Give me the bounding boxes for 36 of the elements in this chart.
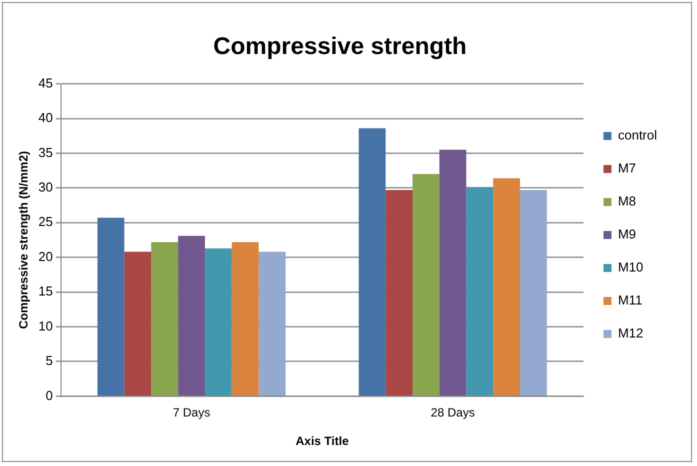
bar <box>386 190 413 396</box>
bar <box>520 190 547 396</box>
y-tick-label: 45 <box>38 75 53 90</box>
chart-title: Compressive strength <box>213 33 467 60</box>
bar <box>124 252 152 396</box>
x-tick-label: 28 Days <box>430 406 475 420</box>
y-tick-label: 35 <box>38 144 53 160</box>
y-tick-label: 15 <box>38 284 53 299</box>
legend-label: M9 <box>618 226 636 242</box>
y-tick-label: 25 <box>38 214 53 230</box>
y-tick-label: 40 <box>38 110 53 126</box>
legend-label: control <box>618 128 658 143</box>
y-tick-label: 10 <box>38 318 53 334</box>
bar <box>466 187 494 396</box>
x-axis-title: Axis Title <box>296 434 350 448</box>
legend-label: M12 <box>618 326 644 341</box>
x-tick-label: 7 Days <box>172 406 210 420</box>
bar <box>358 128 386 396</box>
bar <box>97 218 124 396</box>
legend-label: M8 <box>618 194 636 209</box>
y-tick-label: 20 <box>38 248 53 264</box>
bar <box>258 252 286 396</box>
legend-label: M7 <box>618 160 636 176</box>
y-tick-label: 30 <box>38 180 53 195</box>
bar <box>439 150 466 396</box>
legend-label: M10 <box>618 260 644 275</box>
bar <box>232 242 259 396</box>
bar <box>412 174 440 396</box>
bar <box>151 242 178 396</box>
y-axis-title: Compressive strength (N/mm2) <box>16 150 31 330</box>
legend-label: M11 <box>618 292 642 308</box>
bar <box>178 236 205 396</box>
y-tick-label: 5 <box>46 353 53 368</box>
bar <box>204 248 232 396</box>
bar <box>493 178 520 396</box>
y-tick-label: 0 <box>46 388 53 403</box>
